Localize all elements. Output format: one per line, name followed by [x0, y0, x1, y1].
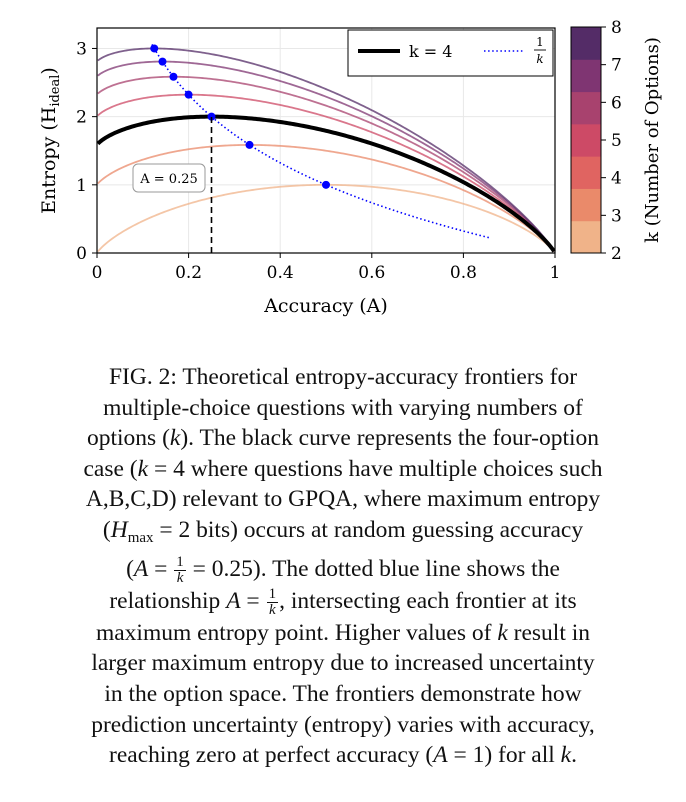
caption-line: in the option space. The frontiers demon… — [104, 680, 582, 707]
y-axis-label: Entropy (Hideal) — [38, 67, 63, 214]
caption-line: maximum entropy point. Higher values of … — [95, 619, 591, 646]
colorbar-tick-label: 4 — [611, 169, 622, 189]
caption-line: prediction uncertainty (entropy) varies … — [91, 711, 595, 738]
y-tick-label: 3 — [76, 39, 87, 59]
caption-line: options (k). The black curve represents … — [86, 425, 600, 452]
annotation-box — [132, 163, 206, 193]
colorbar-tick-label: 2 — [611, 244, 622, 264]
max-point-k2 — [322, 180, 330, 189]
colorbar-segment — [571, 156, 601, 189]
frontier-curve-k7 — [97, 60, 555, 252]
colorbar-tick-label: 3 — [611, 206, 622, 226]
colorbar-label: k (Number of Options) — [642, 37, 663, 243]
caption-line: (Hmax = 2 bits) occurs at random guessin… — [102, 516, 584, 546]
x-axis-label: Accuracy (A) — [263, 295, 388, 317]
colorbar-tick-label: 8 — [611, 18, 622, 38]
legend-k4-label: k = 4 — [409, 42, 452, 61]
axis-labels: Accuracy (A) Entropy (Hideal) — [38, 67, 388, 317]
colorbar-tick-label: 5 — [611, 131, 622, 151]
axes-frame — [96, 27, 556, 254]
inverse-k-line — [151, 44, 492, 239]
entropy-accuracy-chart: A = 0.25 0 0.2 0.4 0.6 0.8 1 0 1 2 3 k = 4 1 k 2 3 4 5… — [38, 18, 663, 317]
x-tick-label: 0.4 — [267, 263, 294, 283]
x-tick-label: 0.2 — [175, 263, 202, 283]
colorbar: 2 3 4 5 6 7 8 k (Number of Options) — [570, 18, 663, 264]
caption-line: FIG. 2: Theoretical entropy-accuracy fro… — [108, 364, 578, 390]
colorbar-segment — [571, 188, 601, 222]
y-tick-label: 2 — [76, 108, 87, 128]
max-point-k3 — [245, 140, 254, 149]
max-point-k5 — [184, 90, 193, 99]
frontier-curve-k4 — [96, 114, 556, 253]
caption-line: A,B,C,D) relevant to GPQA, where maximum… — [85, 486, 601, 513]
legend-frac-den: k — [536, 52, 543, 66]
figure-caption: FIG. 2: Theoretical entropy-accuracy fro… — [22, 362, 664, 771]
legend: k = 4 1 k — [347, 29, 554, 77]
y-tick-label: 1 — [76, 176, 87, 196]
max-point-k4 — [207, 112, 216, 121]
annotation: A = 0.25 — [132, 116, 213, 253]
max-entropy-points — [150, 44, 330, 189]
colorbar-segment — [571, 91, 601, 125]
colorbar-tick-label: 6 — [611, 93, 622, 113]
colorbar-segment — [571, 59, 601, 93]
colorbar-segment — [571, 220, 601, 254]
colorbar-tick-label: 7 — [611, 56, 622, 76]
caption-line: case (k = 4 where questions have multipl… — [83, 455, 603, 482]
inverse-k-series — [151, 44, 492, 239]
max-point-k8 — [150, 44, 159, 53]
caption-line: reaching zero at perfect accuracy (A = 1… — [109, 742, 577, 769]
x-tick-label: 0.6 — [358, 263, 385, 283]
x-tick-label: 1 — [550, 263, 561, 283]
x-tick-label: 0.8 — [450, 263, 477, 283]
x-tick-label: 0 — [92, 263, 103, 283]
axes: 0 0.2 0.4 0.6 0.8 1 0 1 2 3 — [76, 27, 561, 283]
frontier-curve-k3 — [97, 144, 555, 252]
max-point-k6 — [169, 72, 178, 81]
frontier-curves — [96, 47, 556, 253]
caption-line: multiple-choice questions with varying n… — [103, 394, 583, 421]
annotation-text: A = 0.25 — [139, 172, 198, 187]
colorbar-segment — [571, 27, 601, 60]
caption-line: larger maximum entropy due to increased … — [91, 650, 595, 677]
frontier-curve-k5 — [97, 93, 555, 252]
legend-frac-num: 1 — [536, 35, 544, 49]
colorbar-segment — [571, 123, 601, 157]
frontier-curve-k8 — [97, 47, 555, 252]
y-tick-label: 0 — [76, 244, 87, 264]
max-point-k7 — [158, 57, 167, 66]
